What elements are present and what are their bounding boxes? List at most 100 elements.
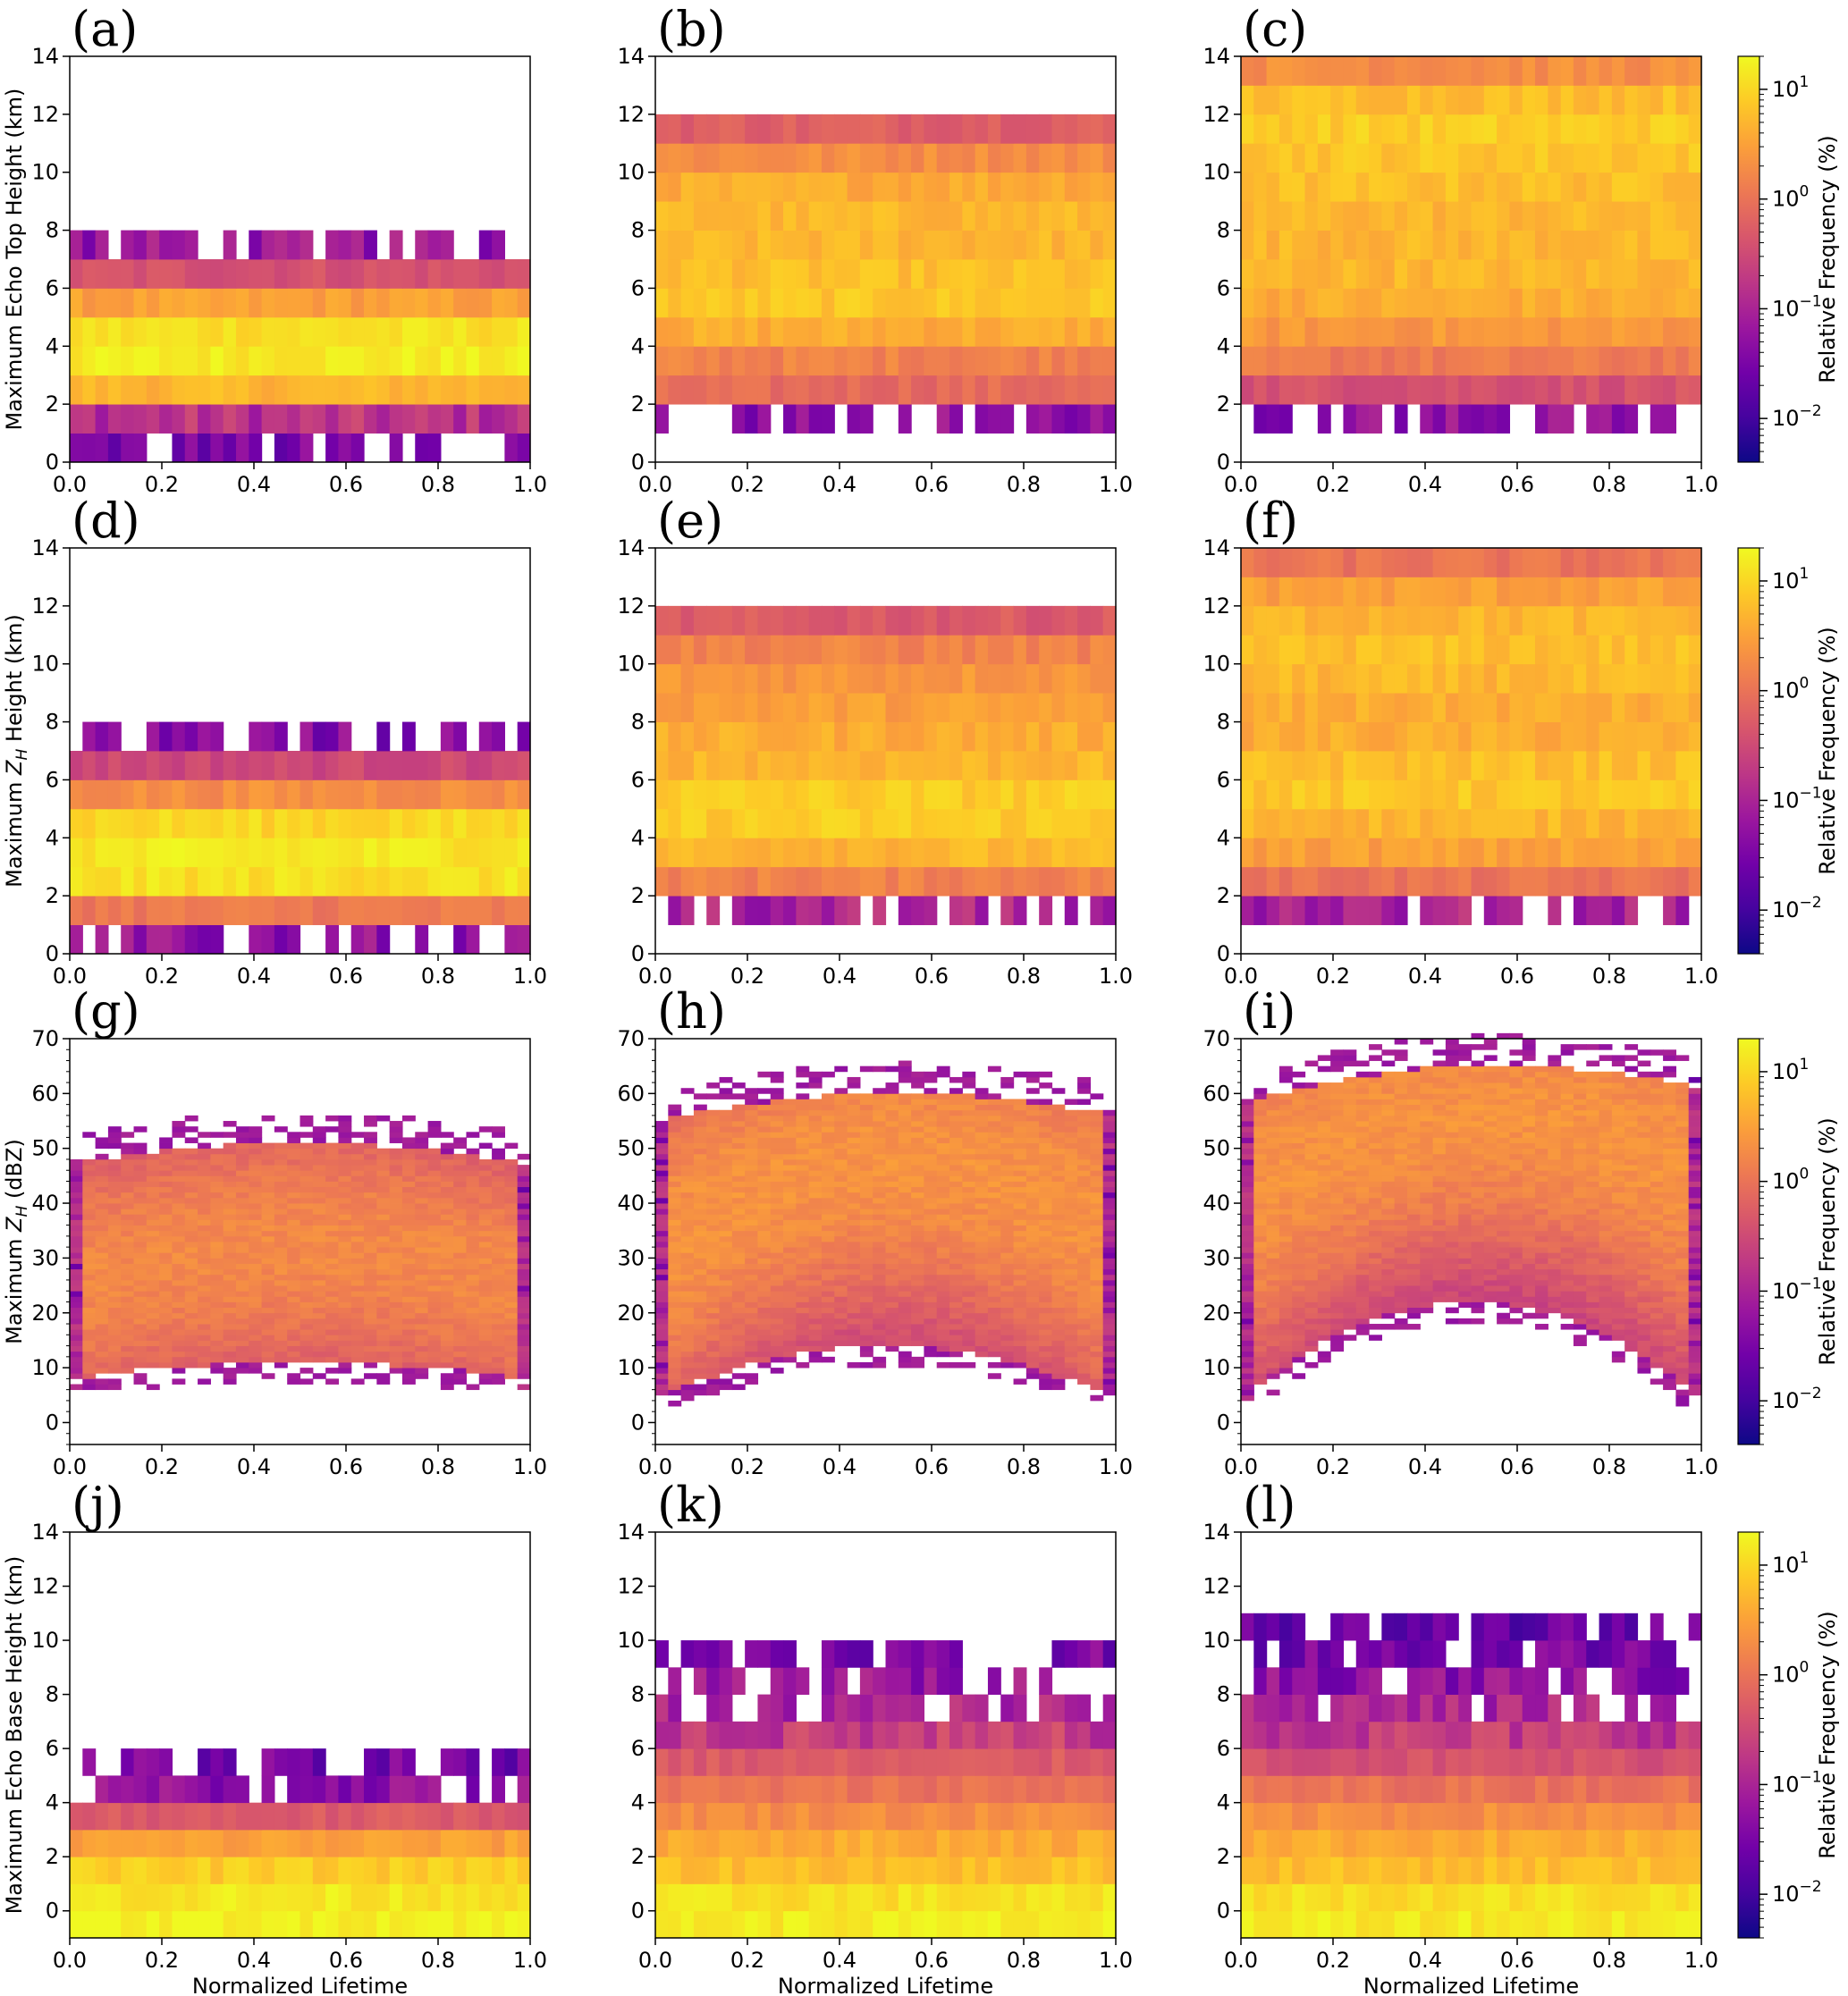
heatmap-cell (133, 779, 148, 810)
heatmap-cell (325, 1158, 340, 1166)
y-tick-label: 4 (46, 333, 59, 358)
heatmap-cell (274, 1258, 288, 1264)
y-tick-label: 8 (46, 710, 59, 735)
heatmap-cell (706, 1368, 721, 1374)
heatmap-cell (834, 230, 848, 260)
heatmap-cell (796, 605, 810, 636)
heatmap-cell (427, 1235, 442, 1242)
heatmap-cell (859, 1170, 873, 1176)
heatmap-cell (745, 1148, 759, 1155)
heatmap-cell (492, 866, 505, 897)
x-tick-label: 0.0 (53, 472, 87, 497)
heatmap-cell (1548, 404, 1562, 434)
heatmap-cell (1278, 375, 1293, 405)
heatmap-cell (745, 1279, 759, 1286)
heatmap-cell (859, 1324, 873, 1330)
heatmap-cell (936, 201, 950, 231)
heatmap-cell (1090, 866, 1104, 897)
heatmap-cell (1343, 577, 1357, 607)
heatmap-cell (1278, 56, 1293, 86)
heatmap-cell (680, 1121, 695, 1127)
heatmap-cell (1522, 866, 1536, 897)
heatmap-cell (261, 1186, 275, 1193)
heatmap-cell (184, 808, 198, 838)
heatmap-cell (146, 1230, 160, 1237)
heatmap-cell (453, 1361, 468, 1369)
heatmap-cell (719, 1340, 733, 1346)
heatmap-cell (706, 1137, 721, 1143)
heatmap-cell (668, 114, 682, 144)
heatmap-cell (133, 1186, 148, 1193)
heatmap-cell (847, 346, 861, 376)
heatmap-cell (1406, 635, 1421, 665)
heatmap-cell (808, 1186, 823, 1193)
heatmap-cell (184, 1301, 198, 1309)
heatmap-cell (731, 1340, 746, 1346)
heatmap-cell (133, 1235, 148, 1242)
heatmap-cell (668, 375, 682, 405)
heatmap-cell (680, 1384, 695, 1391)
heatmap-cell (1330, 230, 1345, 260)
heatmap-cell (1675, 375, 1690, 405)
heatmap-cell (706, 1361, 721, 1369)
heatmap-cell (680, 1181, 695, 1188)
heatmap-cell (731, 1252, 746, 1259)
heatmap-cell (693, 1312, 707, 1319)
heatmap-cell (376, 1324, 391, 1330)
heatmap-cell (95, 1175, 109, 1182)
heatmap-cell (274, 1274, 288, 1281)
heatmap-cell (1535, 548, 1548, 577)
heatmap-cell (235, 1351, 249, 1358)
heatmap-cell (350, 1197, 365, 1204)
heatmap-cell (745, 1165, 759, 1171)
heatmap-cell (70, 288, 83, 318)
heatmap-cell (401, 1219, 416, 1225)
heatmap-cell (223, 288, 237, 318)
heatmap-cell (1497, 143, 1511, 173)
heatmap-cell (680, 1274, 695, 1281)
heatmap-cell (719, 1285, 733, 1292)
heatmap-cell (364, 779, 377, 810)
heatmap-cell (1509, 375, 1523, 405)
heatmap-cell (706, 1209, 721, 1215)
heatmap-cell (338, 1165, 352, 1171)
heatmap-cell (1586, 577, 1600, 607)
heatmap-cell (796, 404, 810, 434)
heatmap-cell (249, 1170, 263, 1176)
heatmap-cell (731, 1093, 746, 1099)
heatmap-cell (184, 1329, 198, 1335)
heatmap-cell (107, 1132, 122, 1138)
heatmap-cell (1611, 346, 1625, 376)
heatmap-cell (1663, 143, 1676, 173)
heatmap-cell (1420, 693, 1434, 722)
heatmap-cell (655, 1373, 669, 1379)
heatmap-cell (184, 1335, 198, 1341)
heatmap-cell (82, 1279, 97, 1286)
heatmap-cell (693, 288, 707, 318)
heatmap-cell (172, 924, 186, 955)
heatmap-cell (107, 1158, 122, 1166)
heatmap-cell (1292, 605, 1306, 636)
heatmap-cell (121, 1329, 135, 1335)
heatmap-cell (680, 1263, 695, 1270)
heatmap-cell (492, 1158, 505, 1166)
heatmap-cell (146, 1209, 160, 1215)
heatmap-cell (1548, 288, 1562, 318)
heatmap-cell (261, 316, 275, 347)
heatmap-cell (107, 1268, 122, 1276)
heatmap-cell (1241, 143, 1254, 173)
heatmap-cell (847, 663, 861, 694)
heatmap-cell (325, 1368, 340, 1374)
heatmap-cell (1090, 404, 1104, 434)
heatmap-cell (300, 404, 314, 434)
heatmap-cell (415, 1291, 429, 1297)
heatmap-cell (249, 1268, 263, 1276)
heatmap-cell (478, 1175, 493, 1182)
heatmap-cell (731, 896, 746, 925)
heatmap-cell (898, 346, 912, 376)
heatmap-cell (376, 316, 391, 347)
heatmap-cell (1650, 838, 1664, 868)
heatmap-cell (107, 1335, 122, 1341)
heatmap-cell (184, 1214, 198, 1220)
heatmap-cell (821, 201, 835, 231)
